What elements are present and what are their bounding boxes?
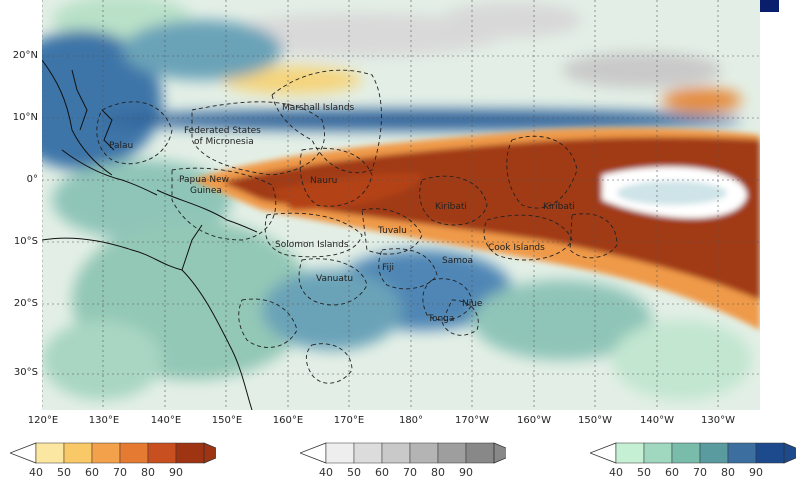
colorbar-swatch (671, 442, 701, 464)
region-label-vanuatu: Vanuatu (316, 274, 354, 284)
colorbar-swatch (643, 442, 673, 464)
coastlines (42, 59, 258, 410)
colorbar-swatch (63, 442, 93, 464)
region-label-micronesia-2: of Micronesia (194, 137, 254, 147)
colorbar-tick-label: 90 (459, 466, 473, 479)
region-label-png-2: Guinea (190, 186, 222, 196)
lon-label-140e: 140°E (150, 415, 182, 426)
colorbar-swatch (175, 442, 205, 464)
probability-map (42, 0, 760, 410)
eez-boundaries (96, 69, 618, 384)
colorbar-tick-label: 50 (57, 466, 71, 479)
lat-label-20s: 20°S (13, 298, 38, 309)
colorbar-tick-label: 80 (141, 466, 155, 479)
colorbar-swatch (381, 442, 411, 464)
region-label-niue: Niue (462, 299, 483, 309)
colorbar-near-normal (300, 442, 506, 464)
colorbar-tick-label: 90 (749, 466, 763, 479)
colorbar-tick-label: 70 (693, 466, 707, 479)
region-label-micronesia-1: Federated States (184, 126, 261, 136)
colorbar-low-arrow (300, 442, 327, 464)
colorbar-swatch (35, 442, 65, 464)
lon-label-170e: 170°E (333, 415, 365, 426)
colorbar-swatch (465, 442, 495, 464)
colorbar-swatch (755, 442, 785, 464)
probability-field (42, 0, 752, 400)
colorbar-high-arrow (493, 442, 506, 464)
lon-label-170w: 170°W (455, 415, 489, 426)
colorbar-tick-label: 80 (431, 466, 445, 479)
region-label-tonga: Tonga (428, 314, 455, 324)
colorbar-swatch (91, 442, 121, 464)
colorbar-swatch (727, 442, 757, 464)
region-label-samoa: Samoa (442, 256, 474, 266)
lat-label-30s: 30°S (13, 367, 38, 378)
lon-label-180: 180° (398, 415, 424, 426)
colorbar-swatch (615, 442, 645, 464)
colorbar-high-arrow (203, 442, 216, 464)
colorbar-tick-label: 40 (29, 466, 43, 479)
region-label-solomon-islands: Solomon Islands (275, 240, 349, 250)
lon-label-120e: 120°E (27, 415, 59, 426)
lon-label-130w: 130°W (701, 415, 735, 426)
colorbar-above-normal (10, 442, 216, 464)
colorbar-tick-label: 70 (403, 466, 417, 479)
colorbar-tick-label: 50 (637, 466, 651, 479)
lon-label-160e: 160°E (272, 415, 304, 426)
el-nino-tongue (192, 127, 760, 331)
region-label-png-1: Papua New (179, 175, 229, 185)
colorbar-low-arrow (10, 442, 37, 464)
colorbar-low-arrow (590, 442, 617, 464)
colorbar-swatch (119, 442, 149, 464)
region-label-cook-islands: Cook Islands (488, 243, 545, 253)
lon-label-160w: 160°W (517, 415, 551, 426)
colorbar-swatch (147, 442, 177, 464)
lon-label-140w: 140°W (640, 415, 674, 426)
lat-label-0: 0° (26, 174, 38, 185)
colorbar-tick-label: 90 (169, 466, 183, 479)
lon-label-150e: 150°E (211, 415, 243, 426)
lat-label-20n: 20°N (12, 50, 38, 61)
colorbar-swatch (409, 442, 439, 464)
colorbar-swatch (437, 442, 467, 464)
colorbar-tick-label: 50 (347, 466, 361, 479)
region-label-kiribati-2: Kiribati (543, 202, 575, 212)
colorbar-tick-label: 80 (721, 466, 735, 479)
colorbar-tick-label: 40 (319, 466, 333, 479)
colorbar-tick-label: 60 (665, 466, 679, 479)
gridlines (42, 0, 760, 410)
colorbar-tick-label: 60 (375, 466, 389, 479)
lat-label-10s: 10°S (13, 236, 38, 247)
colorbar-tick-label: 70 (113, 466, 127, 479)
colorbar-high-arrow (783, 442, 796, 464)
region-label-marshall-islands: Marshall Islands (282, 103, 355, 113)
map-panel[interactable]: Marshall Islands Federated States of Mic… (42, 0, 760, 410)
colorbar-tick-label: 60 (85, 466, 99, 479)
lat-label-10n: 10°N (12, 112, 38, 123)
lon-label-130e: 130°E (88, 415, 120, 426)
region-label-fiji: Fiji (382, 263, 395, 273)
region-label-tuvalu: Tuvalu (378, 226, 407, 236)
colorbar-swatch (353, 442, 383, 464)
lon-label-150w: 150°W (578, 415, 612, 426)
colorbar-tick-label: 40 (609, 466, 623, 479)
region-label-kiribati-1: Kiribati (435, 202, 467, 212)
colorbar-swatch (699, 442, 729, 464)
colorbar-swatch (325, 442, 355, 464)
colorbar-below-normal (590, 442, 796, 464)
region-label-nauru: Nauru (310, 176, 338, 186)
region-label-palau: Palau (109, 141, 134, 151)
